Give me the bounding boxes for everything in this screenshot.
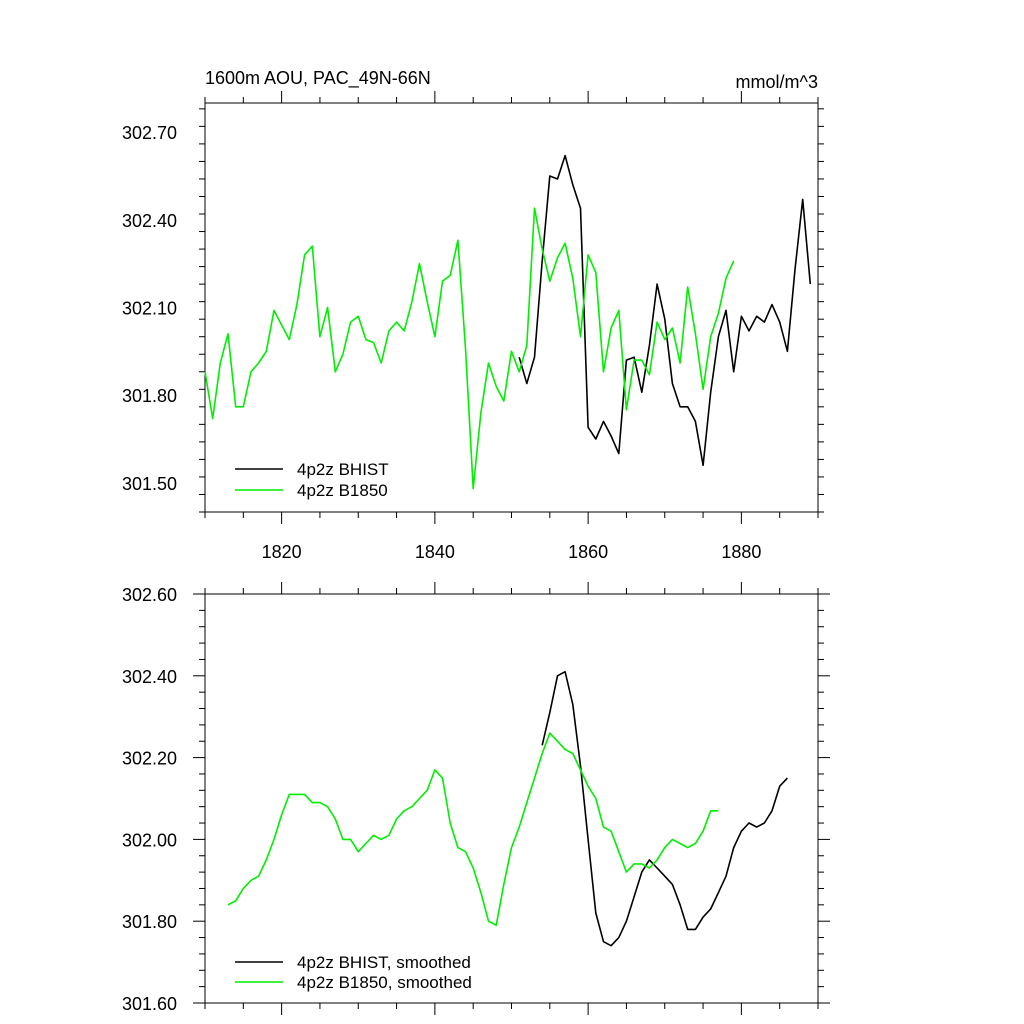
chart-title: 1600m AOU, PAC_49N-66N	[205, 68, 431, 89]
y-tick-label: 302.00	[122, 830, 177, 850]
y-tick-label: 302.40	[122, 211, 177, 231]
series-line-bhist	[541, 670, 788, 947]
y-tick-label: 302.70	[122, 123, 177, 143]
series-line-b1850	[227, 732, 719, 927]
y-tick-label: 301.60	[122, 994, 177, 1014]
bottom-panel-aou-smoothed: 301.60 301.80 302.00 302.20 302.40 302.60 4p2z…	[122, 582, 830, 1015]
x-tick-label: 1860	[568, 542, 608, 562]
x-tick-label: 1880	[721, 542, 761, 562]
x-tick-label: 1820	[262, 542, 302, 562]
plot-frame	[204, 593, 819, 1004]
top-panel-aou: 301.50 301.80 302.10 302.40 302.70 1820 1840 18…	[122, 68, 824, 562]
series-line-b1850	[204, 207, 735, 490]
y-tick-label: 301.80	[122, 912, 177, 932]
y-tick-label: 301.80	[122, 386, 177, 406]
y-tick-label: 302.60	[122, 585, 177, 605]
y-tick-label: 301.50	[122, 474, 177, 494]
legend-label: 4p2z BHIST, smoothed	[297, 953, 471, 972]
series-line-bhist	[518, 154, 812, 467]
y-tick-label: 302.10	[122, 299, 177, 319]
legend-label: 4p2z B1850, smoothed	[297, 973, 472, 992]
y-tick-label: 302.40	[122, 667, 177, 687]
units-label: mmol/m^3	[736, 72, 818, 92]
legend-label: 4p2z BHIST	[297, 460, 389, 479]
x-tick-label: 1840	[415, 542, 455, 562]
legend-label: 4p2z B1850	[297, 481, 388, 500]
y-tick-label: 302.20	[122, 749, 177, 769]
